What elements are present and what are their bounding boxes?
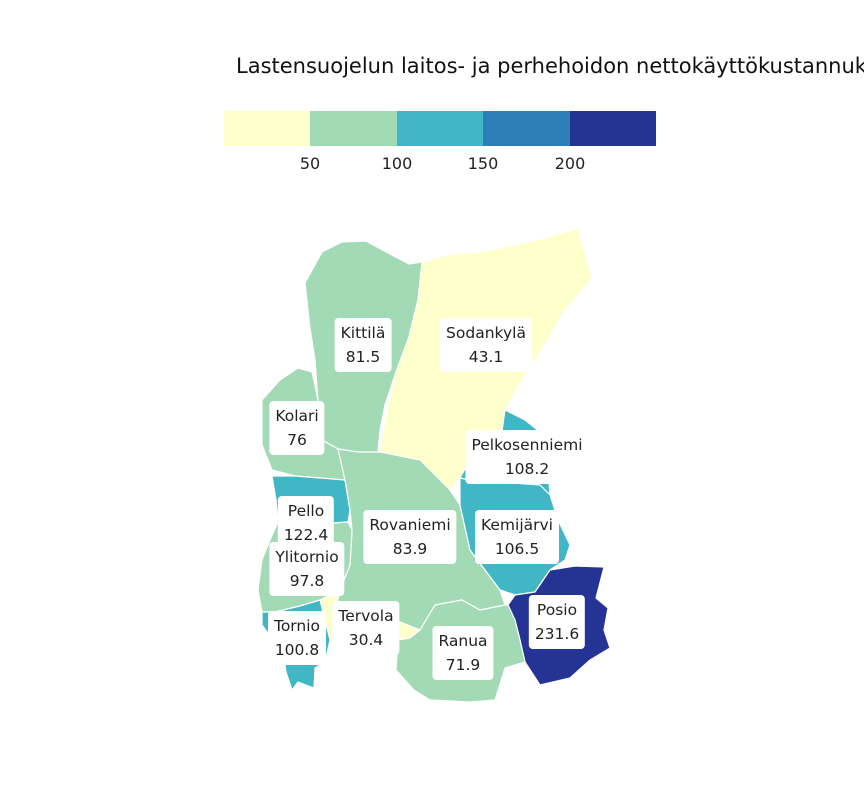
label-name: Kolari [275,407,319,425]
label-value: 30.4 [348,631,384,649]
label-posio: Posio 231.6 [528,595,586,649]
label-value: 108.2 [504,460,550,478]
legend-tick-150: 150 [467,154,499,173]
label-name: Kittilä [340,324,386,342]
label-value: 100.8 [274,641,320,659]
label-value: 231.6 [534,625,580,643]
label-sodankyla: Sodankylä 43.1 [440,318,532,372]
color-legend [224,111,656,146]
label-pello: Pello 122.4 [277,496,335,550]
legend-tick-100: 100 [381,154,413,173]
label-tornio: Tornio 100.8 [267,611,327,665]
legend-swatch-1 [224,111,311,146]
map-title: Lastensuojelun laitos- ja perhehoidon ne… [236,54,864,78]
label-name: Kemijärvi [481,516,553,534]
label-name: Rovaniemi [369,516,451,534]
label-value: 106.5 [494,540,540,558]
legend-tick-50: 50 [299,154,321,173]
label-name: Pello [287,502,325,520]
label-name: Tervola [338,607,394,625]
label-value: 81.5 [345,348,381,366]
label-ranua: Ranua 71.9 [432,626,494,680]
label-value: 71.9 [445,656,481,674]
label-name: Posio [536,601,578,619]
label-value: 43.1 [468,348,504,366]
legend-swatch-2 [310,111,397,146]
legend-swatch-4 [483,111,570,146]
label-name: Tornio [273,617,321,635]
label-name: Pelkosenniemi [471,436,583,454]
label-ylitornio: Ylitornio 97.8 [269,542,345,596]
label-value: 83.9 [392,540,428,558]
label-kemijarvi: Kemijärvi 106.5 [475,510,559,564]
legend-swatch-5 [569,111,656,146]
label-value: 122.4 [283,526,329,544]
label-tervola: Tervola 30.4 [332,601,400,655]
label-kittila: Kittilä 81.5 [334,318,392,372]
label-pelkosenniemi: Pelkosenniemi 108.2 [465,430,589,484]
label-value: 76 [287,431,307,449]
legend-tick-200: 200 [554,154,586,173]
label-value: 97.8 [289,572,325,590]
label-name: Sodankylä [446,324,526,342]
label-name: Ranua [438,632,488,650]
label-name: Ylitornio [275,548,339,566]
label-kolari: Kolari 76 [269,401,325,455]
label-rovaniemi: Rovaniemi 83.9 [363,510,457,564]
legend-swatch-3 [396,111,484,146]
